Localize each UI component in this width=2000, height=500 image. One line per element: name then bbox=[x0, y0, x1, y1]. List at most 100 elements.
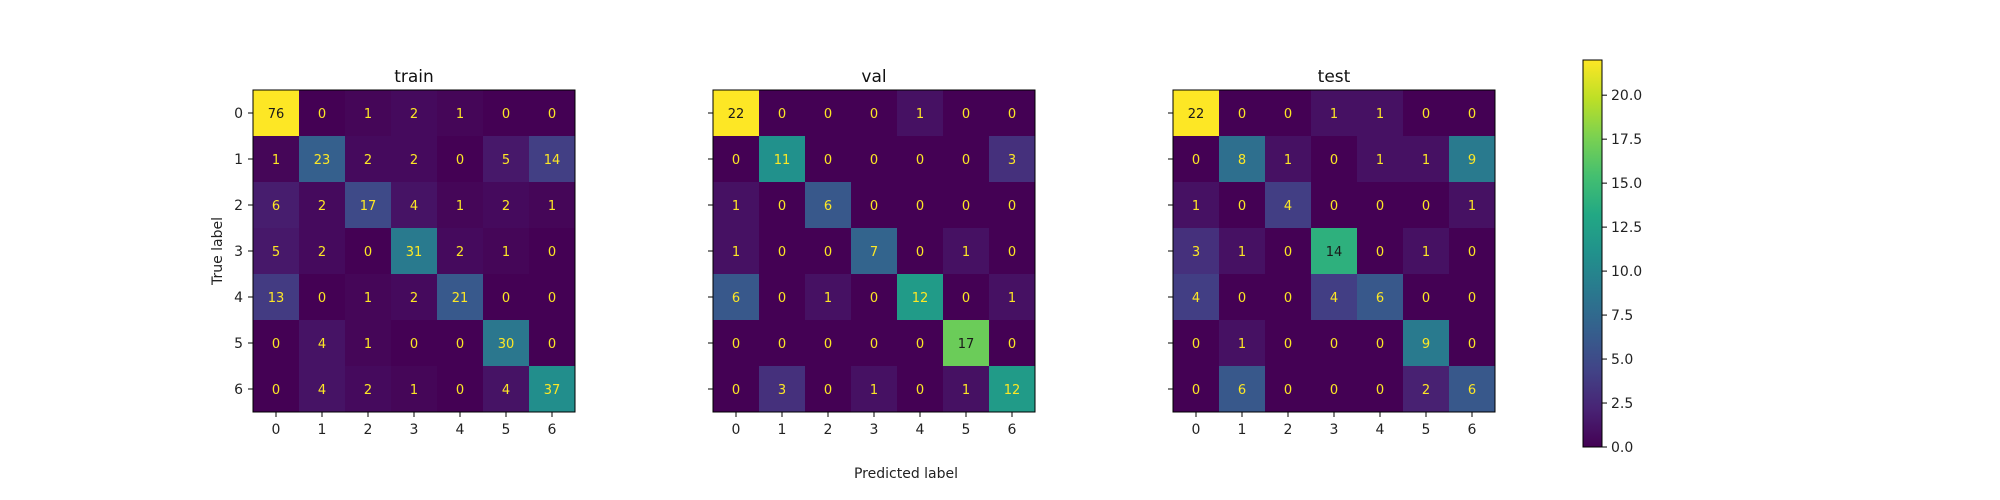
cell-value-label: 0 bbox=[824, 245, 832, 260]
cell-value-label: 14 bbox=[544, 153, 561, 168]
x-tick-label: 6 bbox=[1468, 422, 1477, 438]
cell-value-label: 4 bbox=[1330, 291, 1338, 306]
cell-value-label: 7 bbox=[870, 245, 878, 260]
heatmap-cell bbox=[437, 90, 483, 136]
heatmap-cell bbox=[1173, 274, 1219, 320]
heatmap-cell bbox=[483, 90, 529, 136]
heatmap-cell bbox=[897, 366, 943, 412]
heatmap-cell bbox=[897, 136, 943, 182]
heatmap-cell bbox=[943, 182, 989, 228]
colorbar-tick-label: 5.0 bbox=[1611, 352, 1633, 368]
x-tick-label: 1 bbox=[318, 422, 327, 438]
heatmap-cell bbox=[253, 320, 299, 366]
cell-value-label: 2 bbox=[364, 383, 372, 398]
heatmap-cell bbox=[1449, 182, 1495, 228]
heatmap-cell bbox=[1449, 274, 1495, 320]
cell-value-label: 0 bbox=[1330, 199, 1338, 214]
x-tick-label: 5 bbox=[1422, 422, 1431, 438]
x-tick-label: 2 bbox=[364, 422, 373, 438]
heatmap-cell bbox=[345, 366, 391, 412]
cell-value-label: 0 bbox=[1330, 383, 1338, 398]
heatmap-cell bbox=[805, 182, 851, 228]
heatmap-cell bbox=[1449, 228, 1495, 274]
heatmap-cell bbox=[345, 320, 391, 366]
y-tick-label: 6 bbox=[234, 382, 243, 398]
cell-value-label: 0 bbox=[1376, 245, 1384, 260]
heatmap-cell bbox=[851, 182, 897, 228]
heatmap-cell bbox=[1403, 274, 1449, 320]
heatmap-cell bbox=[1265, 90, 1311, 136]
heatmap-cell bbox=[1265, 274, 1311, 320]
x-tick-label: 5 bbox=[502, 422, 511, 438]
cell-value-label: 1 bbox=[732, 199, 740, 214]
colorbar-tick-label: 2.5 bbox=[1611, 396, 1633, 412]
y-tick-label: 5 bbox=[234, 336, 243, 352]
y-tick-label: 4 bbox=[234, 290, 243, 306]
cell-value-label: 0 bbox=[1376, 383, 1384, 398]
heatmap-cell bbox=[989, 90, 1035, 136]
heatmap-cell bbox=[529, 320, 575, 366]
heatmap-cell bbox=[943, 136, 989, 182]
cell-value-label: 22 bbox=[728, 107, 745, 122]
cell-value-label: 0 bbox=[962, 107, 970, 122]
cell-value-label: 0 bbox=[1008, 245, 1016, 260]
heatmap-cell bbox=[437, 320, 483, 366]
cell-value-label: 0 bbox=[1376, 199, 1384, 214]
heatmap-cell bbox=[1357, 90, 1403, 136]
cell-value-label: 2 bbox=[318, 245, 326, 260]
cell-value-label: 1 bbox=[962, 383, 970, 398]
heatmap-cell bbox=[897, 320, 943, 366]
cell-value-label: 0 bbox=[1330, 153, 1338, 168]
x-tick-label: 0 bbox=[732, 422, 741, 438]
heatmap-cell bbox=[897, 182, 943, 228]
heatmap-cell bbox=[299, 366, 345, 412]
cell-value-label: 0 bbox=[916, 153, 924, 168]
cell-value-label: 0 bbox=[732, 383, 740, 398]
cell-value-label: 0 bbox=[1238, 291, 1246, 306]
heatmap-cell bbox=[713, 136, 759, 182]
heatmap-cell bbox=[1449, 320, 1495, 366]
heatmap-cell bbox=[299, 90, 345, 136]
heatmap-cell bbox=[851, 320, 897, 366]
cell-value-label: 0 bbox=[548, 107, 556, 122]
heatmap-cell bbox=[1173, 90, 1219, 136]
cell-value-label: 1 bbox=[548, 199, 556, 214]
cell-value-label: 0 bbox=[778, 107, 786, 122]
heatmap-cell bbox=[897, 90, 943, 136]
cell-value-label: 3 bbox=[1008, 153, 1016, 168]
heatmap-cell bbox=[851, 366, 897, 412]
heatmap-cell bbox=[759, 90, 805, 136]
heatmap-cell bbox=[483, 228, 529, 274]
heatmap-cell bbox=[1173, 136, 1219, 182]
cell-value-label: 1 bbox=[1192, 199, 1200, 214]
heatmap-cell bbox=[345, 90, 391, 136]
heatmap-cell bbox=[1265, 320, 1311, 366]
cell-value-label: 0 bbox=[1422, 199, 1430, 214]
cell-value-label: 1 bbox=[1238, 337, 1246, 352]
heatmap-cell bbox=[1403, 320, 1449, 366]
cell-value-label: 0 bbox=[548, 337, 556, 352]
cell-value-label: 31 bbox=[406, 245, 423, 260]
cell-value-label: 22 bbox=[1188, 107, 1205, 122]
heatmap-cell bbox=[1265, 366, 1311, 412]
cell-value-label: 0 bbox=[1376, 337, 1384, 352]
cell-value-label: 2 bbox=[410, 291, 418, 306]
cell-value-label: 0 bbox=[502, 291, 510, 306]
cell-value-label: 0 bbox=[962, 291, 970, 306]
cell-value-label: 0 bbox=[824, 153, 832, 168]
cell-value-label: 0 bbox=[824, 107, 832, 122]
heatmap-cell bbox=[437, 228, 483, 274]
heatmap-cell bbox=[391, 136, 437, 182]
heatmap-cell bbox=[713, 90, 759, 136]
cell-value-label: 4 bbox=[318, 383, 326, 398]
heatmap-cell bbox=[759, 366, 805, 412]
heatmap-cell bbox=[1311, 228, 1357, 274]
y-tick-label: 0 bbox=[234, 106, 243, 122]
cell-value-label: 0 bbox=[916, 199, 924, 214]
heatmap-cell bbox=[1311, 320, 1357, 366]
cell-value-label: 8 bbox=[1238, 153, 1246, 168]
cell-value-label: 2 bbox=[502, 199, 510, 214]
cell-value-label: 1 bbox=[456, 107, 464, 122]
colorbar-tick-label: 7.5 bbox=[1611, 308, 1633, 324]
heatmap-cell bbox=[851, 228, 897, 274]
